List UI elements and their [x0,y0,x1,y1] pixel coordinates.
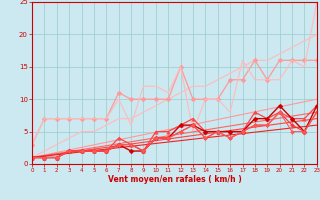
X-axis label: Vent moyen/en rafales ( km/h ): Vent moyen/en rafales ( km/h ) [108,175,241,184]
